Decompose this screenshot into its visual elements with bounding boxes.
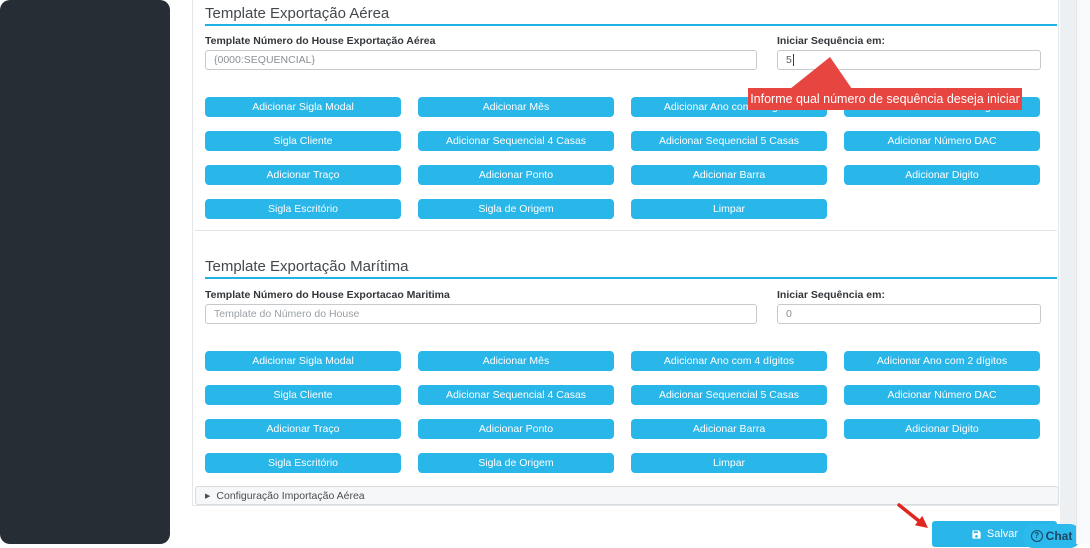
maritima-adicionar-sigla-modal-button[interactable]: Adicionar Sigla Modal	[205, 351, 401, 371]
template-house-maritima-label: Template Número do House Exportacao Mari…	[205, 289, 450, 301]
maritima-adicionar-digito-button[interactable]: Adicionar Digito	[844, 419, 1040, 439]
aerea-sigla-cliente-button[interactable]: Sigla Cliente	[205, 131, 401, 151]
aerea-adicionar-barra-button[interactable]: Adicionar Barra	[631, 165, 827, 185]
aerea-adicionar-ponto-button[interactable]: Adicionar Ponto	[418, 165, 614, 185]
tooltip-pointer	[790, 57, 852, 89]
aerea-adicionar-sequencial-4-casas-button[interactable]: Adicionar Sequencial 4 Casas	[418, 131, 614, 151]
section-divider	[195, 230, 1057, 231]
aerea-adicionar-digito-button[interactable]: Adicionar Digito	[844, 165, 1040, 185]
aerea-sigla-de-origem-button[interactable]: Sigla de Origem	[418, 199, 614, 219]
text-cursor	[793, 54, 794, 66]
annotation-arrow-icon	[897, 503, 928, 528]
maritima-adicionar-numero-dac-button[interactable]: Adicionar Número DAC	[844, 385, 1040, 405]
configuracao-importacao-aerea-panel[interactable]: ▶ Configuração Importação Aérea	[195, 486, 1059, 505]
section-title-exportacao-aerea: Template Exportação Aérea	[205, 5, 390, 22]
aerea-limpar-button[interactable]: Limpar	[631, 199, 827, 219]
sequence-tooltip: Informe qual número de sequência deseja …	[748, 88, 1022, 110]
section-title-underline	[205, 24, 1057, 26]
iniciar-sequencia-aerea-input[interactable]	[777, 50, 1041, 70]
maritima-sigla-escritorio-button[interactable]: Sigla Escritório	[205, 453, 401, 473]
iniciar-sequencia-maritima-label: Iniciar Sequência em:	[777, 289, 885, 301]
aerea-adicionar-numero-dac-button[interactable]: Adicionar Número DAC	[844, 131, 1040, 151]
aerea-adicionar-sigla-modal-button[interactable]: Adicionar Sigla Modal	[205, 97, 401, 117]
maritima-button-grid: Adicionar Sigla Modal Adicionar Mês Adic…	[205, 351, 1040, 473]
question-circle-icon: ?	[1030, 530, 1043, 542]
maritima-adicionar-ano-2-digitos-button[interactable]: Adicionar Ano com 2 dígitos	[844, 351, 1040, 371]
iniciar-sequencia-aerea-label: Iniciar Sequência em:	[777, 35, 885, 47]
aerea-adicionar-sequencial-5-casas-button[interactable]: Adicionar Sequencial 5 Casas	[631, 131, 827, 151]
maritima-adicionar-mes-button[interactable]: Adicionar Mês	[418, 351, 614, 371]
save-icon	[972, 529, 981, 539]
aerea-adicionar-mes-button[interactable]: Adicionar Mês	[418, 97, 614, 117]
template-house-aerea-input[interactable]	[205, 50, 757, 70]
section-title-underline	[205, 277, 1057, 279]
vertical-scrollbar[interactable]	[1076, 0, 1090, 544]
app-sidebar	[0, 0, 170, 544]
maritima-adicionar-ponto-button[interactable]: Adicionar Ponto	[418, 419, 614, 439]
save-button-label: Salvar	[986, 528, 1019, 540]
maritima-adicionar-sequencial-4-casas-button[interactable]: Adicionar Sequencial 4 Casas	[418, 385, 614, 405]
maritima-sigla-de-origem-button[interactable]: Sigla de Origem	[418, 453, 614, 473]
template-house-maritima-input[interactable]	[205, 304, 757, 324]
maritima-adicionar-traco-button[interactable]: Adicionar Traço	[205, 419, 401, 439]
chat-widget-label: Chat	[1045, 529, 1073, 543]
section-title-exportacao-maritima: Template Exportação Marítima	[205, 258, 409, 275]
maritima-adicionar-sequencial-5-casas-button[interactable]: Adicionar Sequencial 5 Casas	[631, 385, 827, 405]
aerea-adicionar-traco-button[interactable]: Adicionar Traço	[205, 165, 401, 185]
collapse-panel-label: Configuração Importação Aérea	[216, 489, 365, 502]
chat-widget-button[interactable]: ? Chat	[1023, 524, 1080, 548]
maritima-adicionar-ano-4-digitos-button[interactable]: Adicionar Ano com 4 dígitos	[631, 351, 827, 371]
chevron-right-icon: ▶	[205, 492, 211, 500]
maritima-limpar-button[interactable]: Limpar	[631, 453, 827, 473]
template-house-aerea-label: Template Número do House Exportação Aére…	[205, 35, 436, 47]
aerea-sigla-escritorio-button[interactable]: Sigla Escritório	[205, 199, 401, 219]
maritima-adicionar-barra-button[interactable]: Adicionar Barra	[631, 419, 827, 439]
aerea-button-grid: Adicionar Sigla Modal Adicionar Mês Adic…	[205, 97, 1040, 219]
maritima-sigla-cliente-button[interactable]: Sigla Cliente	[205, 385, 401, 405]
page-gutter	[1060, 0, 1076, 544]
iniciar-sequencia-maritima-input[interactable]	[777, 304, 1041, 324]
